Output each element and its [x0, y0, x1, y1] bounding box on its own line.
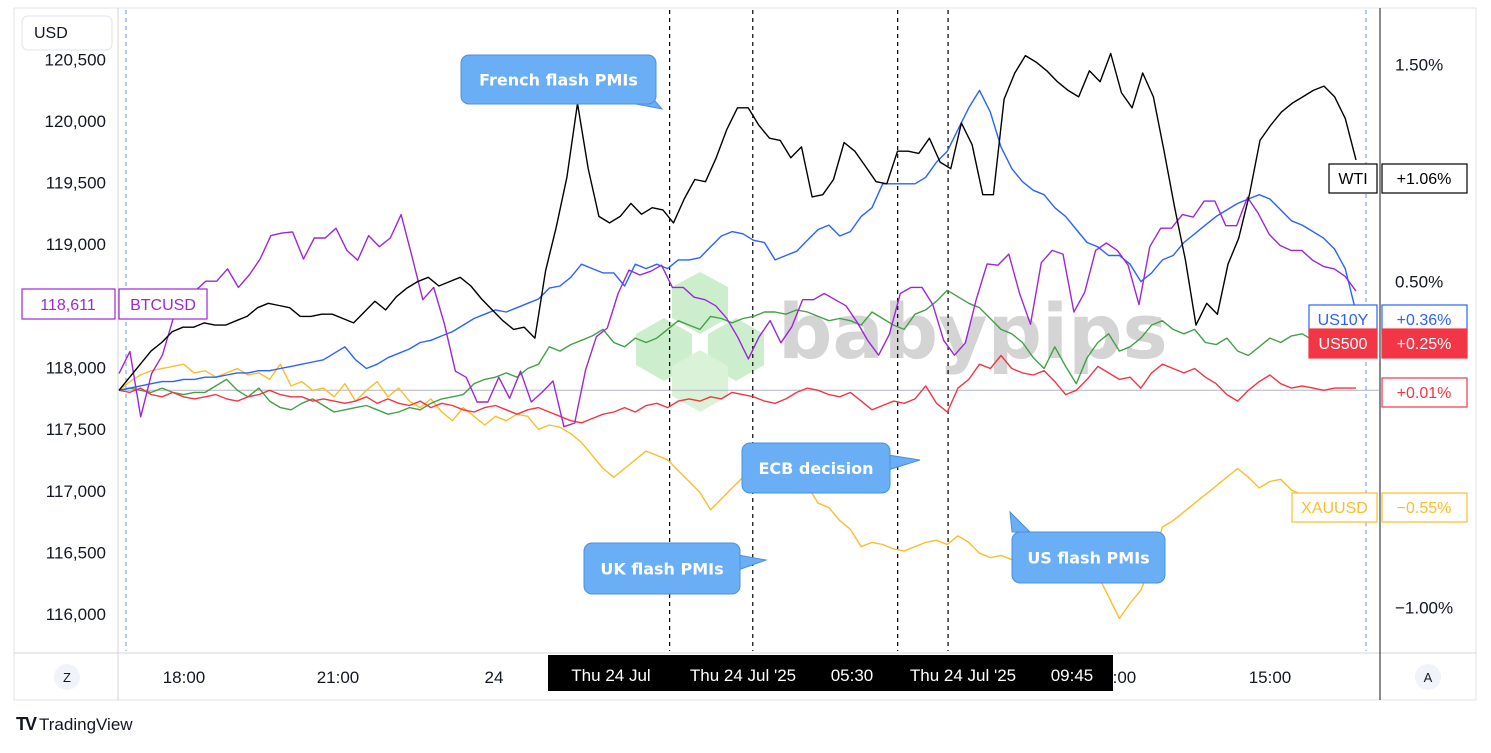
event-lines	[125, 10, 1367, 651]
callout-box	[583, 542, 741, 595]
us10y-name-label: US10Y	[1318, 312, 1369, 329]
xauusd-name-label: XAUUSD	[1301, 500, 1368, 517]
callout-text: US flash PMIs	[1027, 549, 1149, 568]
left-tick-label: 118,000	[46, 358, 106, 377]
xauusd-name-box	[1291, 492, 1378, 523]
left-tick-label: 120,500	[45, 50, 106, 69]
series-line-us10y	[118, 89, 1357, 391]
wti-value-label: +1.06%	[1397, 171, 1452, 188]
watermark-text: babypips	[778, 287, 1168, 376]
tradingview-logo-icon: TV	[16, 714, 37, 734]
us500-value-box	[1381, 328, 1468, 359]
series-line-wti	[118, 52, 1357, 391]
left-price-axis[interactable]: 120,500120,000119,500119,000118,500118,0…	[45, 50, 106, 624]
wti-name-box	[1328, 163, 1378, 194]
us10y-value-label: +0.36%	[1397, 312, 1452, 329]
crosshair-time-label: Thu 24 Jul '25	[910, 666, 1016, 685]
crosshair-time-labels: Thu 24 Jul Thu 24 Jul '25 05:30 Thu 24 Jul …	[548, 655, 1113, 691]
btcusd-price-box	[21, 288, 116, 320]
time-tick-label: 21:00	[317, 668, 360, 687]
series-layer	[118, 52, 1357, 620]
tradingview-branding[interactable]: TV TradingView	[16, 714, 133, 735]
xauusd-value-label: −0.55%	[1397, 500, 1452, 517]
crosshair-time-label: 09:45	[1051, 666, 1094, 685]
left-tick-label: 119,000	[46, 235, 106, 254]
us500-name-box	[1308, 328, 1378, 359]
timezone-button[interactable]: Z	[54, 664, 80, 690]
currency-badge[interactable]: USD	[21, 15, 113, 51]
series-line-green	[118, 289, 1357, 415]
time-tick-label: 24	[485, 668, 504, 687]
callout-box	[460, 54, 657, 105]
tradingview-name: TradingView	[39, 714, 133, 734]
btcusd-name-box	[118, 288, 208, 320]
callout-us-flash-pmis: US flash PMIs	[1009, 510, 1166, 584]
left-tick-label: 116,500	[46, 543, 106, 562]
series-line-us500	[118, 354, 1356, 424]
left-tick-label: 119,500	[46, 174, 106, 193]
chart-frame	[13, 7, 1477, 701]
us500-value-label: +0.25%	[1397, 336, 1452, 353]
timezone-button-label: Z	[63, 670, 71, 685]
auto-scale-button[interactable]: A	[1415, 664, 1441, 690]
btcusd-name-label: BTCUSD	[130, 297, 196, 314]
callout-text: French flash PMIs	[479, 71, 638, 90]
green-value-label: +0.01%	[1397, 385, 1452, 402]
wti-name-label: WTI	[1338, 171, 1367, 188]
time-tick-label: 18:00	[163, 668, 206, 687]
left-tick-label: 116,000	[46, 605, 106, 624]
crosshair-time-label: 05:30	[831, 666, 874, 685]
callout-text: ECB decision	[758, 459, 873, 478]
price-tags: 118,611 BTCUSD WTI +1.06% US10Y +0.36% US500 +0…	[21, 163, 1468, 523]
auto-scale-button-label: A	[1424, 670, 1433, 685]
wti-value-box	[1381, 163, 1468, 194]
crosshair-time-label: Thu 24 Jul	[571, 666, 650, 685]
left-tick-label: 120,000	[45, 112, 106, 131]
right-tick-label: 0.50%	[1395, 273, 1443, 292]
callout-box	[1011, 531, 1166, 584]
callout-box	[741, 442, 891, 494]
callout-pointer	[887, 454, 921, 471]
currency-badge-label: USD	[34, 25, 68, 42]
callout-uk-flash-pmis: UK flash PMIs	[583, 542, 768, 595]
babypips-watermark: babypips	[636, 272, 1168, 412]
left-tick-label: 117,000	[46, 482, 106, 501]
callout-pointer	[1009, 510, 1032, 533]
us500-name-label: US500	[1319, 336, 1368, 353]
callout-pointer	[737, 554, 768, 571]
btcusd-last-price: 118,611	[40, 297, 96, 314]
right-tick-label: −1.00%	[1395, 599, 1453, 618]
left-tick-label: 117,500	[46, 420, 106, 439]
green-value-box	[1381, 377, 1468, 408]
event-callouts: French flash PMIs ECB decision UK flash PM…	[460, 54, 1166, 595]
xauusd-value-box	[1381, 492, 1468, 523]
callout-ecb-decision: ECB decision	[741, 442, 921, 494]
crosshair-time-label: Thu 24 Jul '25	[690, 666, 796, 685]
series-line-btcusd	[118, 196, 1357, 428]
callout-french-flash-pmis: French flash PMIs	[460, 54, 664, 110]
crosshair-label-bar	[548, 655, 1113, 691]
right-tick-label: 1.50%	[1395, 55, 1443, 74]
time-tick-label: 15:00	[1249, 668, 1292, 687]
callout-text: UK flash PMIs	[600, 560, 723, 579]
